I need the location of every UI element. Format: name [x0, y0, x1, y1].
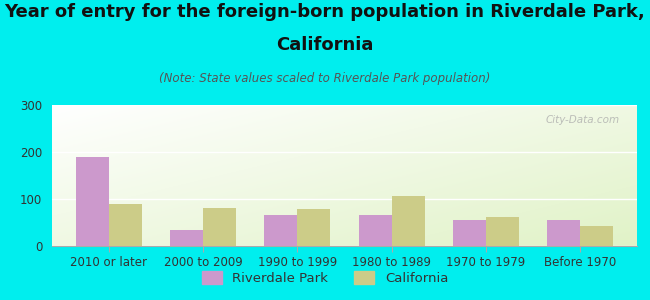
Legend: Riverdale Park, California: Riverdale Park, California	[196, 266, 454, 290]
Bar	[580, 226, 614, 246]
Bar	[265, 215, 297, 246]
Text: City-Data.com: City-Data.com	[545, 115, 619, 125]
Bar	[392, 196, 424, 246]
Bar	[359, 215, 392, 246]
Bar	[486, 217, 519, 246]
Bar	[547, 220, 580, 246]
Text: (Note: State values scaled to Riverdale Park population): (Note: State values scaled to Riverdale …	[159, 72, 491, 85]
Text: California: California	[276, 36, 374, 54]
Bar	[297, 209, 330, 246]
Bar	[170, 230, 203, 246]
Bar	[203, 208, 236, 246]
Bar	[75, 157, 109, 246]
Bar	[453, 220, 486, 246]
Bar	[109, 204, 142, 246]
Text: Year of entry for the foreign-born population in Riverdale Park,: Year of entry for the foreign-born popul…	[5, 3, 645, 21]
